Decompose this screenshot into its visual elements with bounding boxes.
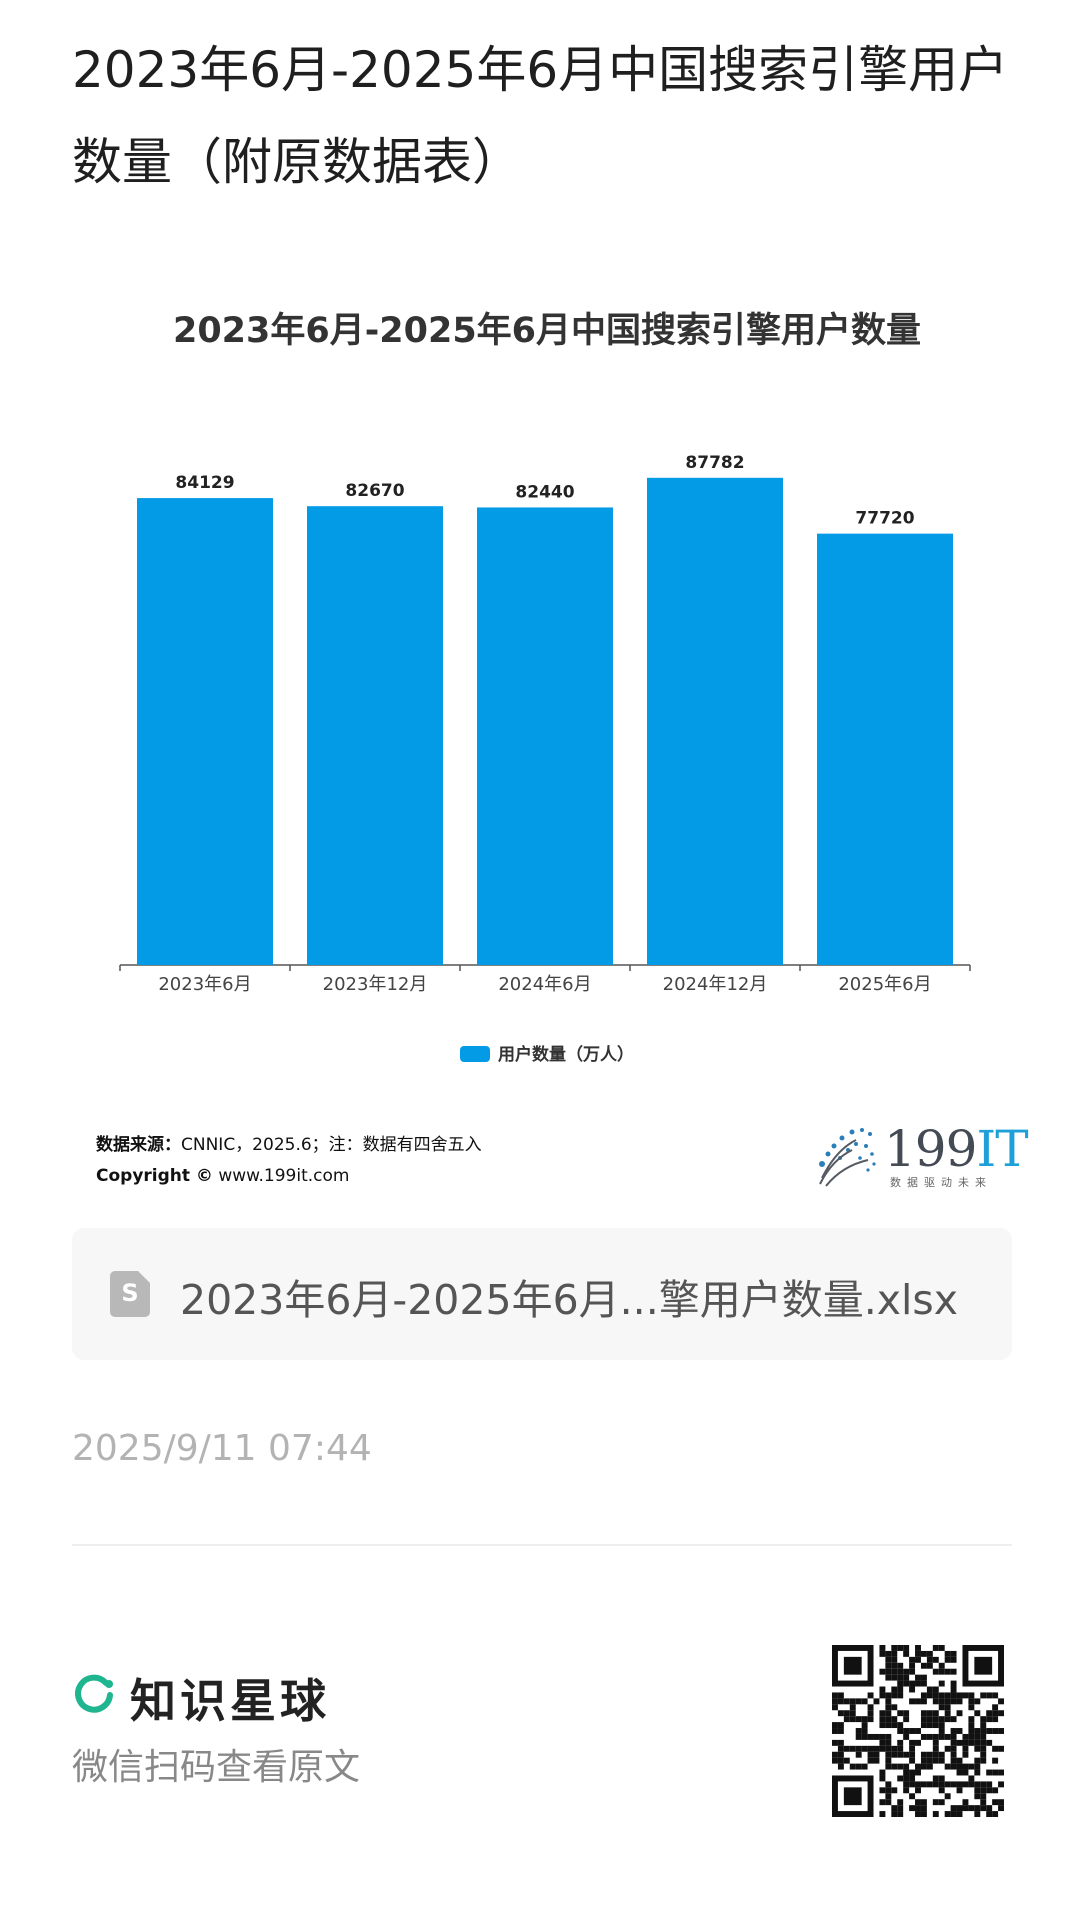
x-tick-label: 2023年6月 — [158, 974, 251, 995]
page-title: 2023年6月-2025年6月中国搜索引擎用户数量（附原数据表） — [72, 41, 1009, 191]
divider — [72, 1544, 1012, 1546]
bar — [477, 507, 613, 965]
bar — [137, 498, 273, 965]
copyright-site: www.199it.com — [218, 1166, 350, 1186]
logo-tagline: 数据驱动未来 — [890, 1176, 992, 1189]
x-tick-label: 2024年12月 — [663, 974, 768, 995]
bar — [817, 533, 953, 965]
zsxq-logo-icon — [75, 1674, 113, 1713]
bar — [307, 506, 443, 965]
scan-instruction: 微信扫码查看原文 — [72, 1747, 361, 1788]
source-text: CNNIC，2025.6；注：数据有四舍五入 — [181, 1135, 482, 1155]
qr-code-icon[interactable] — [832, 1645, 1004, 1817]
x-tick-label: 2023年12月 — [323, 974, 428, 995]
legend-swatch — [460, 1046, 490, 1062]
bar-chart: 84129 2023年6月 82670 2023年12月 82440 2024年6月 877… — [119, 453, 971, 995]
attachment-file-name[interactable]: 2023年6月-2025年6月...擎用户数量.xlsx — [180, 1276, 959, 1324]
attachment-card[interactable]: S 2023年6月-2025年6月...擎用户数量.xlsx — [72, 1228, 1012, 1360]
dandelion-icon — [819, 1128, 876, 1187]
copyright-label: Copyright © — [96, 1166, 213, 1186]
chart-title: 2023年6月-2025年6月中国搜索引擎用户数量 — [172, 311, 922, 351]
brand-name: 知识星球 — [130, 1674, 330, 1728]
bar-value-label: 84129 — [175, 473, 234, 493]
bar-value-label: 82670 — [345, 481, 404, 501]
legend-label: 用户数量（万人） — [498, 1045, 634, 1065]
logo-text: 199IT — [884, 1120, 1029, 1178]
source-label: 数据来源： — [96, 1135, 181, 1155]
post-timestamp: 2025/9/11 07:44 — [72, 1428, 372, 1469]
199it-logo: 199IT 数据驱动未来 — [812, 1120, 1029, 1190]
chart-legend: 用户数量（万人） — [72, 1040, 1022, 1065]
bar-value-label: 82440 — [515, 482, 574, 502]
x-tick-label: 2025年6月 — [838, 974, 931, 995]
bar-value-label: 87782 — [685, 453, 744, 473]
x-tick-label: 2024年6月 — [498, 974, 591, 995]
spreadsheet-file-icon: S — [110, 1271, 150, 1317]
chart-image: 2023年6月-2025年6月中国搜索引擎用户数量 84129 2023年6月 82… — [72, 280, 1022, 1200]
bar — [647, 477, 783, 965]
data-source: 数据来源：CNNIC，2025.6；注：数据有四舍五入 Copyright © … — [96, 1130, 482, 1192]
bar-value-label: 77720 — [855, 509, 914, 529]
